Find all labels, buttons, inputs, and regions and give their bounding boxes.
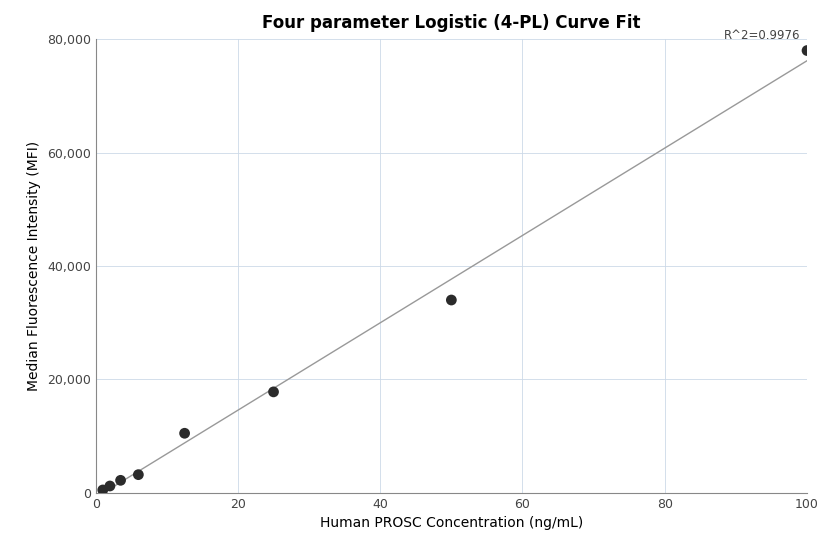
Point — [97, 486, 110, 494]
Point — [114, 476, 127, 485]
Point — [267, 388, 280, 396]
Point — [444, 296, 458, 305]
Y-axis label: Median Fluorescence Intensity (MFI): Median Fluorescence Intensity (MFI) — [27, 141, 42, 391]
Point — [103, 482, 116, 491]
Point — [800, 46, 814, 55]
Point — [178, 429, 191, 438]
X-axis label: Human PROSC Concentration (ng/mL): Human PROSC Concentration (ng/mL) — [319, 516, 583, 530]
Point — [131, 470, 145, 479]
Text: R^2=0.9976: R^2=0.9976 — [724, 29, 800, 42]
Title: Four parameter Logistic (4-PL) Curve Fit: Four parameter Logistic (4-PL) Curve Fit — [262, 14, 641, 32]
